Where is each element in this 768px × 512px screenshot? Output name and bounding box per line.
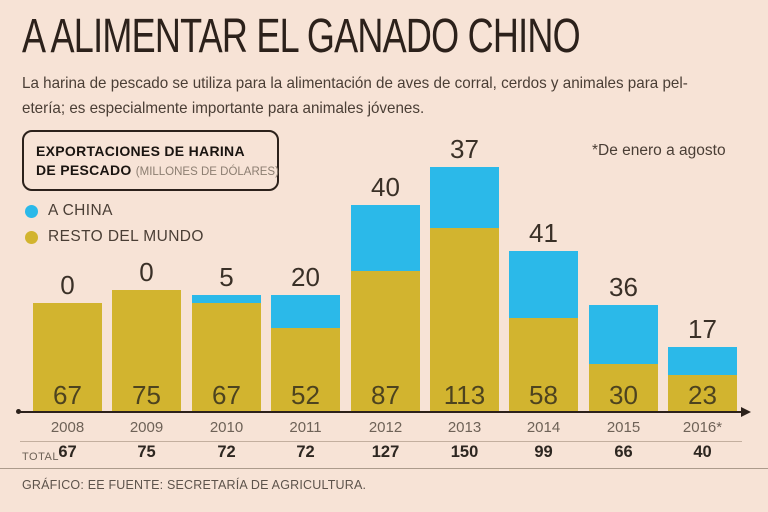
total-row-label: TOTAL	[22, 451, 59, 463]
bar-segment-china-2014	[509, 251, 578, 318]
value-china-2011: 20	[291, 262, 320, 292]
value-resto-2011: 52	[291, 380, 320, 410]
bar-segment-china-2015	[589, 305, 658, 364]
subtitle-line-1: La harina de pescado se utiliza para la …	[22, 75, 688, 92]
bar-segment-china-2013	[430, 167, 499, 228]
year-label-2008: 2008	[50, 419, 85, 436]
axis-baseline	[20, 411, 742, 413]
bar-2013	[430, 167, 499, 413]
bar-2009	[112, 290, 181, 413]
credit-line: GRÁFICO: EE FUENTE: SECRETARÍA DE AGRICU…	[22, 478, 367, 492]
bar-segment-resto-2015	[589, 364, 658, 413]
total-value-2016*: 40	[693, 443, 712, 461]
year-label-2009: 2009	[129, 419, 164, 436]
bar-2015	[589, 305, 658, 413]
value-resto-2013: 113	[443, 380, 486, 410]
value-china-2016*: 17	[688, 314, 717, 344]
bar-2008	[33, 303, 102, 413]
value-resto-2015: 30	[609, 380, 638, 410]
bar-segment-china-2016*	[668, 347, 737, 375]
year-label-2016*: 2016*	[682, 419, 723, 436]
subtitle: La harina de pescado se utiliza para la …	[22, 71, 688, 121]
legend-dot-china-icon	[25, 204, 38, 218]
year-label-2010: 2010	[209, 419, 244, 436]
legend-dot-resto-icon	[25, 230, 38, 244]
legend-label-resto-del-mundo: RESTO DEL MUNDO	[48, 228, 204, 245]
legend-item-resto-del-mundo: RESTO DEL MUNDO	[25, 228, 204, 246]
year-label-2012: 2012	[368, 419, 403, 436]
bar-2011	[271, 295, 340, 413]
footnote-enero-agosto: *De enero a agosto	[592, 142, 726, 159]
chart-units: (MILLONES DE DÓLARES)	[135, 166, 279, 178]
bar-segment-resto-2016*	[668, 375, 737, 413]
value-resto-2012: 87	[371, 380, 400, 410]
value-china-2008: 0	[60, 270, 75, 300]
value-china-2015: 36	[609, 272, 638, 302]
footer-separator-line	[0, 468, 768, 469]
chart-title-line-2: DE PESCADO (MILLONES DE DÓLARES)	[36, 162, 279, 178]
subtitle-line-2: etería; es especialmente importante para…	[22, 100, 425, 117]
value-china-2014: 41	[529, 218, 558, 248]
value-china-2012: 40	[371, 172, 400, 202]
total-value-2014: 99	[534, 443, 553, 461]
chart-title-line-1: EXPORTACIONES DE HARINA	[36, 143, 245, 159]
bar-segment-china-2010	[192, 295, 261, 303]
chart-title-box: EXPORTACIONES DE HARINA DE PESCADO (MILL…	[22, 130, 279, 191]
bar-segment-resto-2011	[271, 328, 340, 413]
year-label-2015: 2015	[606, 419, 641, 436]
total-value-2012: 127	[371, 443, 400, 461]
value-china-2013: 37	[450, 134, 479, 164]
bar-segment-resto-2014	[509, 318, 578, 413]
value-resto-2016*: 23	[688, 380, 717, 410]
total-value-2015: 66	[614, 443, 633, 461]
axis-start-dot	[16, 409, 21, 414]
year-label-2013: 2013	[447, 419, 482, 436]
legend-label-a-china: A CHINA	[48, 202, 113, 219]
year-label-2014: 2014	[526, 419, 561, 436]
bar-2012	[351, 205, 420, 413]
page-title: A ALIMENTAR EL GANADO CHINO	[22, 10, 581, 63]
bar-segment-resto-2013	[430, 228, 499, 413]
value-resto-2014: 58	[529, 380, 558, 410]
bar-2010	[192, 295, 261, 413]
bar-2014	[509, 251, 578, 413]
value-china-2009: 0	[139, 257, 154, 287]
total-value-2010: 72	[217, 443, 236, 461]
legend-item-a-china: A CHINA	[25, 202, 113, 220]
bar-segment-china-2011	[271, 295, 340, 328]
years-separator-line	[20, 441, 742, 442]
value-resto-2008: 67	[53, 380, 82, 410]
year-label-2011: 2011	[289, 419, 322, 436]
bar-segment-resto-2012	[351, 271, 420, 413]
bar-2016*	[668, 347, 737, 413]
total-value-2009: 75	[137, 443, 156, 461]
value-china-2010: 5	[219, 262, 234, 292]
bar-segment-resto-2009	[112, 290, 181, 413]
total-value-2013: 150	[450, 443, 479, 461]
bar-segment-china-2012	[351, 205, 420, 271]
total-value-2011: 72	[296, 443, 315, 461]
bar-segment-resto-2008	[33, 303, 102, 413]
total-value-2008: 67	[58, 443, 77, 461]
axis-arrow-icon	[741, 407, 751, 417]
value-resto-2010: 67	[212, 380, 241, 410]
value-resto-2009: 75	[132, 380, 161, 410]
bar-segment-resto-2010	[192, 303, 261, 413]
